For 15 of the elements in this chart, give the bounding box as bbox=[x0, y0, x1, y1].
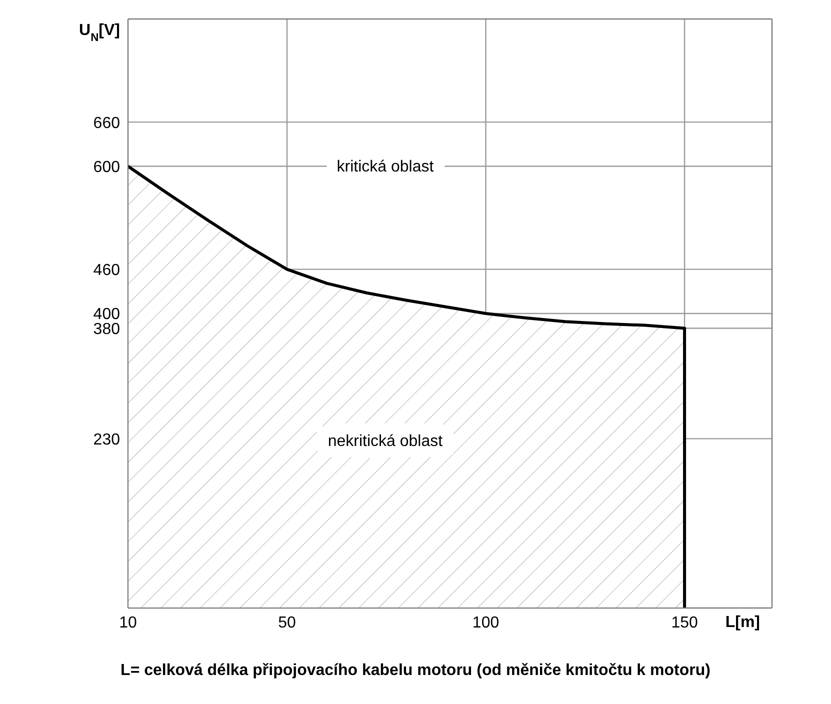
x-axis-title: L[m] bbox=[725, 614, 760, 631]
text: L= celková délka připojovacího kabelu motoru (od měniče kmitočtu k motoru) bbox=[120, 662, 712, 680]
x-tick-label: 150 bbox=[671, 614, 698, 632]
y-tick-label: 380 bbox=[93, 320, 120, 338]
y-tick-label: 230 bbox=[93, 431, 120, 448]
x-tick-label: 50 bbox=[278, 614, 296, 632]
y-axis-title: U$_{N}$[V] bbox=[79, 22, 120, 44]
annotation: nekritická oblast bbox=[328, 432, 444, 450]
y-tick-label: 400 bbox=[93, 306, 120, 324]
y-tick-label: 660 bbox=[93, 114, 120, 132]
x-tick-label: 10 bbox=[119, 614, 137, 632]
y-tick-label: 600 bbox=[93, 158, 120, 176]
y-tick-label: 460 bbox=[93, 262, 120, 280]
annotation: kritická oblast bbox=[336, 158, 434, 176]
x-tick-label: 100 bbox=[472, 614, 500, 632]
